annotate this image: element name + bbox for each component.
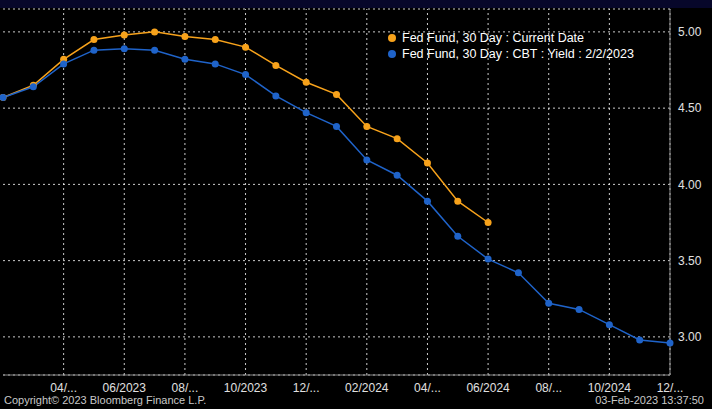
svg-text:10/2024: 10/2024 [588,381,632,392]
svg-text:4.00: 4.00 [678,178,702,192]
svg-text:3.50: 3.50 [678,254,702,268]
html-text:Copyright© 2023 Bloomberg Fina: Copyright© 2023 Bloomberg Finance L.P. [4,394,207,406]
svg-text:12/...: 12/... [293,381,320,392]
svg-text:04/...: 04/... [414,381,441,392]
html-text:Fed Fund, 30 Day : Current Dat: Fed Fund, 30 Day : Current Date [402,31,584,45]
svg-text:4.50: 4.50 [678,101,702,115]
svg-text:3.00: 3.00 [678,330,702,344]
svg-text:08/...: 08/... [535,381,562,392]
html-text:Fed Fund, 30 Day : CBT : Yield: Fed Fund, 30 Day : CBT : Yield : 2/2/202… [402,47,634,61]
svg-text:06/2024: 06/2024 [466,381,510,392]
svg-text:06/2023: 06/2023 [103,381,147,392]
svg-text:02/2024: 02/2024 [345,381,389,392]
svg-text:12/...: 12/... [657,381,684,392]
svg-text:5.00: 5.00 [678,25,702,39]
html-text:03-Feb-2023 13:37:50: 03-Feb-2023 13:37:50 [595,394,704,406]
svg-text:04/...: 04/... [50,381,77,392]
svg-text:08/...: 08/... [172,381,199,392]
svg-text:10/2023: 10/2023 [224,381,268,392]
